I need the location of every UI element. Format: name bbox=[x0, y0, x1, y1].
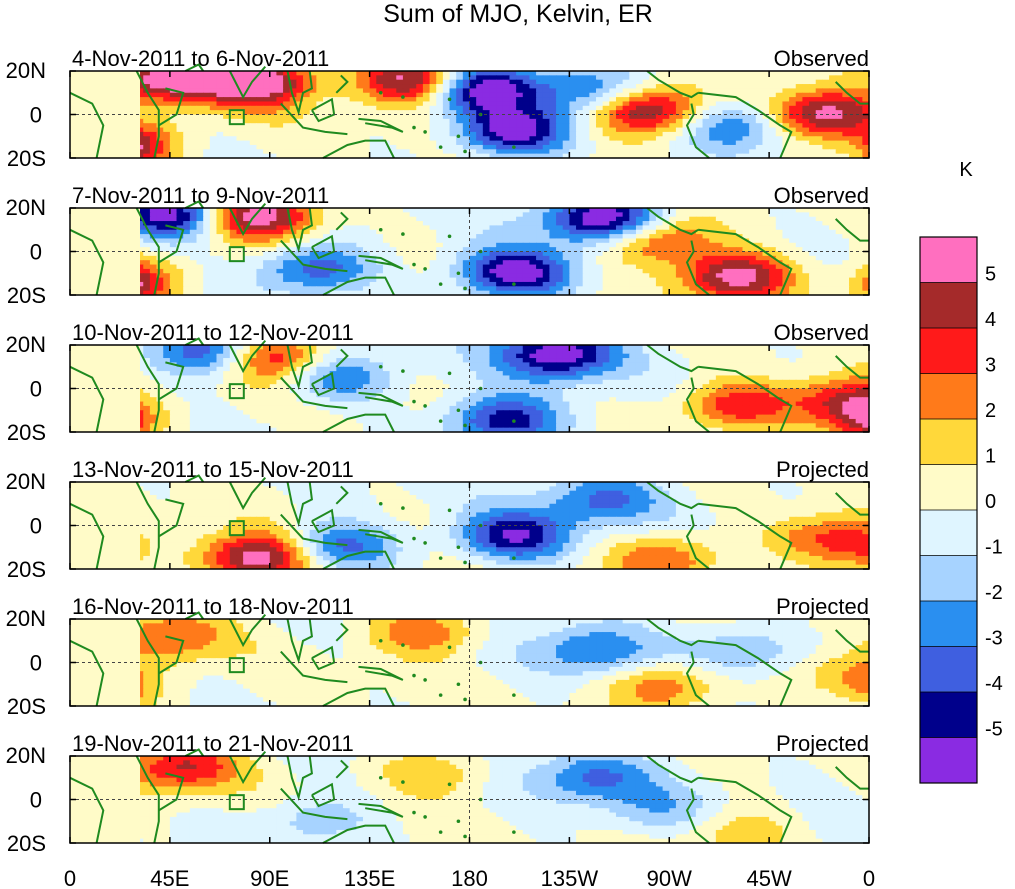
panel-status: Observed bbox=[774, 320, 869, 345]
latitude-label: 20S bbox=[7, 831, 46, 856]
longitude-label: 135E bbox=[344, 866, 395, 889]
latitude-label: 20N bbox=[6, 332, 46, 357]
longitude-label: 90E bbox=[250, 866, 289, 889]
anomaly-map bbox=[69, 200, 870, 296]
figure-title: Sum of MJO, Kelvin, ER bbox=[383, 0, 653, 28]
colorbar-swatch bbox=[920, 510, 977, 556]
colorbar: K 5 4 3 2 1 0 -1 -2 -3 -4 -5 bbox=[919, 159, 1003, 784]
region-box-marker bbox=[228, 657, 245, 674]
latitude-label: 20N bbox=[6, 606, 46, 631]
map-panel: 16-Nov-2011 to 18-Nov-2011 Projected 20N 0 2… bbox=[6, 594, 870, 719]
latitude-label: 20S bbox=[7, 420, 46, 445]
anomaly-map bbox=[69, 474, 870, 570]
colorbar-swatch bbox=[920, 237, 977, 283]
colorbar-swatch bbox=[920, 373, 977, 420]
colorbar-swatch bbox=[920, 646, 977, 693]
panel-date-range: 19-Nov-2011 to 21-Nov-2011 bbox=[72, 731, 354, 756]
colorbar-unit: K bbox=[959, 159, 973, 181]
longitude-axis: 0 45E 90E 135E 180 135W 90W 45W 0 bbox=[64, 866, 875, 889]
colorbar-swatch bbox=[920, 328, 977, 374]
colorbar-tick-label: 2 bbox=[985, 400, 996, 422]
colorbar-swatch bbox=[920, 601, 977, 647]
panel-status: Projected bbox=[776, 731, 869, 756]
region-box-marker bbox=[228, 109, 245, 126]
colorbar-swatch bbox=[920, 737, 977, 784]
colorbar-swatch bbox=[920, 282, 977, 329]
region-box-marker bbox=[228, 520, 245, 537]
panel-date-range: 13-Nov-2011 to 15-Nov-2011 bbox=[72, 457, 354, 482]
panel-date-range: 16-Nov-2011 to 18-Nov-2011 bbox=[72, 594, 354, 619]
latitude-label: 20S bbox=[7, 694, 46, 719]
colorbar-swatch bbox=[920, 464, 977, 511]
longitude-label: 45E bbox=[150, 866, 189, 889]
longitude-label: 135W bbox=[541, 866, 599, 889]
colorbar-tick-label: -1 bbox=[985, 537, 1003, 559]
coastlines bbox=[69, 337, 869, 433]
colorbar-swatch bbox=[920, 692, 977, 738]
map-panel: 13-Nov-2011 to 15-Nov-2011 Projected 20N 0 2… bbox=[6, 457, 870, 582]
coastlines bbox=[69, 63, 869, 159]
latitude-label: 0 bbox=[30, 377, 42, 402]
latitude-label: 20S bbox=[7, 146, 46, 171]
coastlines bbox=[69, 474, 869, 570]
coastlines bbox=[69, 200, 869, 296]
latitude-label: 20N bbox=[6, 195, 46, 220]
anomaly-map bbox=[69, 337, 870, 433]
longitude-label: 180 bbox=[451, 866, 488, 889]
latitude-label: 0 bbox=[30, 651, 42, 676]
colorbar-tick-label: -2 bbox=[985, 582, 1003, 604]
longitude-label: 0 bbox=[863, 866, 875, 889]
panel-date-range: 10-Nov-2011 to 12-Nov-2011 bbox=[72, 320, 354, 345]
anomaly-map bbox=[69, 611, 870, 707]
region-box-marker bbox=[228, 246, 245, 263]
latitude-label: 0 bbox=[30, 514, 42, 539]
region-box-marker bbox=[228, 383, 245, 400]
panel-status: Observed bbox=[774, 46, 869, 71]
colorbar-tick-label: -3 bbox=[985, 628, 1003, 650]
colorbar-swatch bbox=[920, 419, 977, 465]
colorbar-tick-label: 0 bbox=[985, 491, 996, 513]
region-box-marker bbox=[228, 794, 245, 811]
map-panel: 19-Nov-2011 to 21-Nov-2011 Projected 20N 0 2… bbox=[6, 731, 870, 856]
latitude-label: 0 bbox=[30, 103, 42, 128]
panel-status: Projected bbox=[776, 594, 869, 619]
longitude-label: 0 bbox=[64, 866, 76, 889]
latitude-label: 20N bbox=[6, 743, 46, 768]
panel-status: Projected bbox=[776, 457, 869, 482]
latitude-label: 0 bbox=[30, 788, 42, 813]
anomaly-map bbox=[69, 63, 870, 159]
anomaly-map bbox=[69, 748, 870, 844]
panel-status: Observed bbox=[774, 183, 869, 208]
latitude-label: 20S bbox=[7, 557, 46, 582]
longitude-label: 90W bbox=[647, 866, 692, 889]
colorbar-swatch bbox=[920, 555, 977, 602]
colorbar-tick-label: -4 bbox=[985, 673, 1003, 695]
colorbar-tick-label: -5 bbox=[985, 719, 1003, 741]
latitude-label: 20S bbox=[7, 283, 46, 308]
map-panels: 4-Nov-2011 to 6-Nov-2011 Observed20N020S7… bbox=[6, 46, 870, 856]
coastlines bbox=[69, 748, 869, 844]
latitude-label: 20N bbox=[6, 469, 46, 494]
colorbar-tick-label: 1 bbox=[985, 446, 996, 468]
colorbar-tick-label: 4 bbox=[985, 309, 996, 331]
longitude-label: 45W bbox=[747, 866, 792, 889]
latitude-label: 20N bbox=[6, 58, 46, 83]
colorbar-tick-label: 3 bbox=[985, 355, 996, 377]
latitude-label: 0 bbox=[30, 240, 42, 265]
map-panel: 10-Nov-2011 to 12-Nov-2011 Observed 20N 0 20… bbox=[6, 320, 870, 445]
colorbar-tick-label: 5 bbox=[985, 264, 996, 286]
